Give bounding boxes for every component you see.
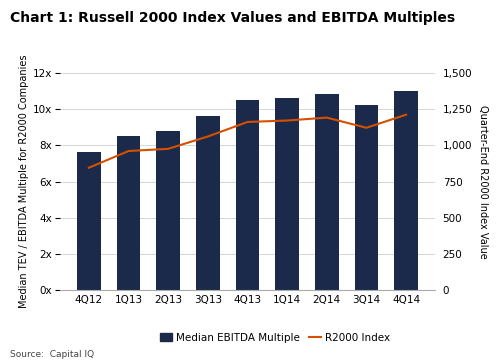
Bar xyxy=(196,116,220,290)
Bar xyxy=(275,98,299,290)
Bar xyxy=(156,131,180,290)
Bar xyxy=(77,152,101,290)
Bar xyxy=(236,100,260,290)
Bar xyxy=(354,105,378,290)
Y-axis label: Median TEV / EBITDA Multiple for R2000 Companies: Median TEV / EBITDA Multiple for R2000 C… xyxy=(19,55,29,308)
Y-axis label: Quarter-End R2000 Index Value: Quarter-End R2000 Index Value xyxy=(478,105,488,258)
Legend: Median EBITDA Multiple, R2000 Index: Median EBITDA Multiple, R2000 Index xyxy=(156,329,394,347)
Bar xyxy=(315,94,338,290)
Bar xyxy=(394,91,418,290)
Text: Source:  Capital IQ: Source: Capital IQ xyxy=(10,350,94,359)
Bar xyxy=(116,136,140,290)
Text: Chart 1: Russell 2000 Index Values and EBITDA Multiples: Chart 1: Russell 2000 Index Values and E… xyxy=(10,11,455,25)
